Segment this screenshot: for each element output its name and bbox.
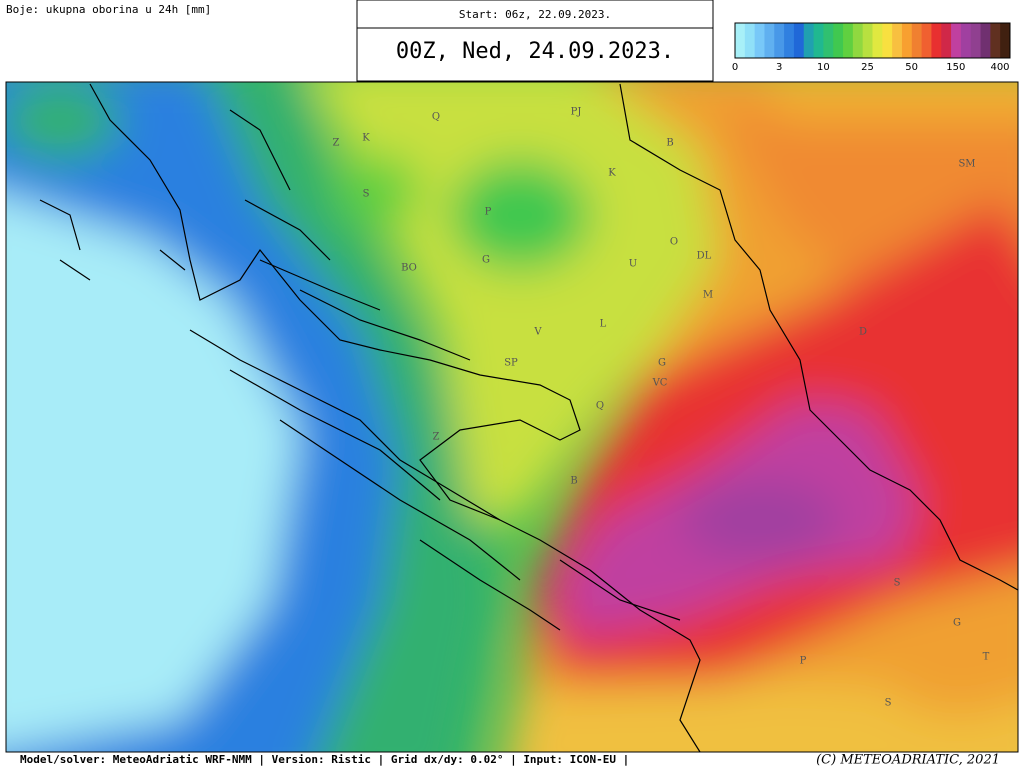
colorbar-cell bbox=[862, 23, 873, 58]
place-label: T bbox=[983, 652, 990, 663]
colorbar-cell bbox=[843, 23, 854, 58]
place-label: M bbox=[703, 290, 713, 301]
place-label: Q bbox=[596, 401, 604, 412]
colorbar-tick-label: 50 bbox=[905, 62, 918, 73]
place-label: P bbox=[800, 656, 807, 667]
colorbar-tick-label: 150 bbox=[946, 62, 965, 73]
colorbar-cell bbox=[892, 23, 903, 58]
colorbar-frame bbox=[734, 22, 1011, 59]
place-label: BO bbox=[401, 263, 417, 274]
colorbar-cell bbox=[941, 23, 952, 58]
colorbar-tick-label: 25 bbox=[861, 62, 874, 73]
colorbar-cell bbox=[872, 23, 883, 58]
map-frame bbox=[5, 81, 1019, 753]
colorbar-cell bbox=[784, 23, 795, 58]
colorbar-cell bbox=[803, 23, 815, 58]
colorbar-cell bbox=[931, 23, 942, 58]
place-label: G bbox=[658, 358, 666, 369]
colorbar-cell bbox=[735, 23, 746, 58]
place-label: SP bbox=[504, 358, 518, 369]
place-label: Z bbox=[333, 138, 340, 149]
place-label: B bbox=[570, 476, 577, 487]
border bbox=[619, 83, 1018, 591]
valid-time: 00Z, Ned, 24.09.2023. bbox=[396, 39, 674, 64]
colorbar-cell bbox=[951, 23, 962, 58]
colorbar-cell bbox=[901, 23, 913, 58]
colorbar-cell bbox=[774, 23, 785, 58]
place-label: S bbox=[894, 578, 901, 589]
place-label: DL bbox=[697, 251, 712, 262]
coastline bbox=[39, 83, 701, 752]
colorbar-cell bbox=[911, 23, 923, 58]
place-label: B bbox=[666, 138, 673, 149]
colorbar: 0 3 10 25 50 150 400 bbox=[732, 22, 1011, 73]
colorbar-cell bbox=[793, 23, 805, 58]
place-label: L bbox=[600, 319, 607, 330]
copyright: (C) METEOADRIATIC, 2021 bbox=[816, 753, 1000, 768]
colorbar-tick-label: 0 bbox=[732, 62, 738, 73]
colorbar-tick-label: 400 bbox=[990, 62, 1009, 73]
colorbar-cell bbox=[882, 23, 893, 58]
precipitation-field bbox=[6, 82, 1018, 752]
colorbar-cell bbox=[813, 23, 824, 58]
place-label: K bbox=[608, 168, 616, 179]
place-label: G bbox=[953, 618, 961, 629]
colorbar-cell bbox=[833, 23, 844, 58]
title-box bbox=[356, 0, 714, 82]
variable-label: Boje: ukupna oborina u 24h [mm] bbox=[6, 3, 211, 16]
footer-info: Model/solver: MeteoAdriatic WRF-NMM | Ve… bbox=[20, 753, 629, 766]
colorbar-cell bbox=[852, 23, 864, 58]
place-label: PJ bbox=[571, 107, 582, 118]
place-label: K bbox=[362, 133, 370, 144]
place-label: VC bbox=[652, 378, 668, 389]
colorbar-tick-label: 10 bbox=[817, 62, 830, 73]
place-label: U bbox=[629, 259, 637, 270]
place-label: V bbox=[533, 327, 542, 338]
colorbar-cell bbox=[970, 23, 982, 58]
place-label: S bbox=[363, 189, 370, 200]
colorbar-cell bbox=[980, 23, 991, 58]
place-label: SM bbox=[958, 159, 975, 170]
colorbar-tick-label: 3 bbox=[776, 62, 782, 73]
place-label: G bbox=[482, 255, 490, 266]
colorbar-cell bbox=[960, 23, 972, 58]
colorbar-cell bbox=[754, 23, 765, 58]
place-label: D bbox=[859, 327, 867, 338]
place-label: P bbox=[485, 207, 492, 218]
place-label: Q bbox=[432, 112, 440, 123]
colorbar-cell bbox=[823, 23, 834, 58]
colorbar-cell bbox=[764, 23, 775, 58]
colorbar-cell bbox=[921, 23, 932, 58]
colorbar-cell bbox=[744, 23, 756, 58]
place-label: Z bbox=[433, 432, 440, 443]
place-label: S bbox=[885, 698, 892, 709]
colorbar-cell bbox=[990, 23, 1001, 58]
colorbar-cell bbox=[1000, 23, 1011, 58]
start-time: Start: 06z, 22.09.2023. bbox=[459, 8, 611, 21]
place-label: O bbox=[670, 237, 678, 248]
